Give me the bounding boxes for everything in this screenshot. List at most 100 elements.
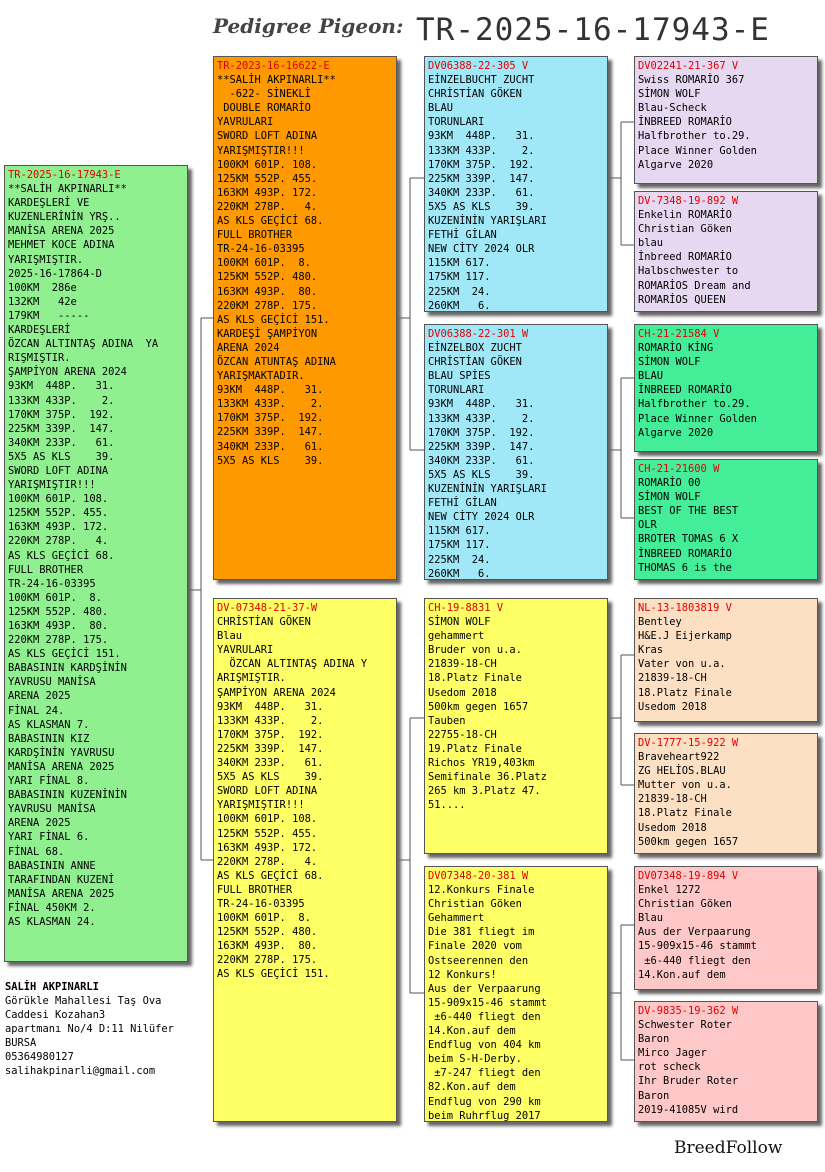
pigeon-id: NL-13-1803819 V	[638, 602, 732, 614]
note-line: CHRİSTİAN GÖKEN	[428, 88, 522, 101]
note-line: 340KM 233P. 61.	[217, 757, 324, 770]
note-line: Kras	[638, 644, 664, 657]
note-line: Braveheart922	[638, 751, 720, 764]
card-ssd: DV-7348-19-892 W Enkelin ROMARİO Christia…	[634, 191, 818, 312]
note-line: 260KM 6.	[428, 567, 491, 580]
note-line: KARDEŞİ ŞAMPİYON	[217, 327, 318, 340]
card-sire: TR-2023-16-16622-E **SALİH AKPINARLI** -…	[213, 56, 397, 580]
note-line: 125KM 552P. 455.	[217, 827, 318, 840]
note-line: FULL BROTHER	[217, 229, 293, 242]
note-line: MANİSA ARENA 2025	[8, 225, 115, 238]
note-line: RIŞMIŞTIR.	[8, 352, 71, 365]
note-line: 5X5 AS KLS 39.	[8, 450, 115, 463]
pigeon-notes: Enkel 1272 Christian Göken Blau Aus der Ver…	[638, 883, 814, 982]
note-line: KUZENİNİN YARIŞLARI	[428, 483, 547, 496]
note-line: EİNZELBOX ZUCHT	[428, 342, 522, 355]
note-line: 21839-18-CH	[638, 672, 707, 685]
note-line: FİNAL 68.	[8, 845, 65, 858]
note-line: 22755-18-CH	[428, 728, 497, 741]
card-sdd: CH-21-21600 W ROMARİO 00 SİMON WOLF BEST O…	[634, 459, 818, 580]
note-line: 220KM 278P. 175.	[217, 299, 318, 312]
note-line: 500km gegen 1657	[638, 835, 739, 848]
note-line: 175KM 117.	[428, 539, 491, 552]
brand-logo-text: BreedFollow	[674, 1138, 783, 1158]
note-line: Bruder von u.a.	[428, 644, 522, 657]
note-line: YAVRULARI	[217, 644, 274, 657]
note-line: TORUNLARI	[428, 384, 485, 397]
note-line: gehammert	[428, 630, 485, 643]
note-line: 21839-18-CH	[638, 793, 707, 806]
pigeon-id: CH-19-8831 V	[428, 602, 504, 614]
pigeon-id: TR-2023-16-16622-E	[217, 60, 330, 72]
note-line: İNBREED ROMARİO	[638, 116, 732, 129]
note-line: 21839-18-CH	[428, 658, 497, 671]
note-line: KUZENLERİNİN YRŞ..	[8, 211, 121, 224]
note-line: beim Ruhrflug 2017	[428, 1109, 541, 1122]
note-line: BABASININ KARDŞİNİN	[8, 662, 127, 675]
note-line: KARDEŞLERİ	[8, 324, 71, 337]
note-line: Ostseerennen den	[428, 954, 529, 967]
note-line: 100KM 601P. 108.	[217, 158, 318, 171]
note-line: 18.Platz Finale	[638, 807, 732, 820]
note-line: Aus der Verpaarung	[428, 982, 541, 995]
note-line: YARI FİNAL 8.	[8, 775, 90, 788]
note-line: 82.Kon.auf dem	[428, 1081, 516, 1094]
note-line: AS KLASMAN 7.	[8, 718, 90, 731]
note-line: Place Winner Golden	[638, 412, 757, 425]
note-line: ÖZCAN ATUNTAŞ ADINA	[217, 355, 336, 368]
note-line: YARIŞMAKTADIR.	[217, 370, 305, 383]
note-line: 5X5 AS KLS 39.	[217, 454, 324, 467]
note-line: TARAFINDAN KUZENİ	[8, 873, 115, 886]
note-line: Swiss ROMARİO 367	[638, 74, 745, 87]
card-dam: DV-07348-21-37-W CHRİSTİAN GÖKEN Blau YAVR…	[213, 598, 397, 1122]
note-line: 133KM 433P. 2.	[428, 412, 535, 425]
note-line: 100KM 601P. 8.	[217, 257, 311, 270]
note-line: Blau	[217, 630, 243, 643]
note-line: AS KLS GEÇİCİ 68.	[217, 215, 324, 228]
note-line: 2025-16-17864-D	[8, 267, 102, 280]
note-line: 132KM 42e	[8, 295, 77, 308]
note-line: 125KM 552P. 455.	[8, 507, 109, 520]
note-line: DOUBLE ROMARİO	[217, 102, 311, 115]
note-line: İnbreed ROMARİO	[638, 251, 732, 264]
note-line: FİNAL 450KM 2.	[8, 901, 96, 914]
note-line: SİMON WOLF	[638, 88, 701, 101]
note-line: THOMAS 6 is the	[638, 561, 732, 574]
note-line: 115KM 617.	[428, 525, 491, 538]
note-line: ARENA 2024	[217, 341, 280, 354]
card-subject: TR-2025-16-17943-E **SALİH AKPINARLI** KA…	[4, 165, 188, 962]
note-line: Halfbrother to.29.	[638, 130, 751, 143]
note-line: FULL BROTHER	[8, 563, 84, 576]
note-line: ÖZCAN ALTINTAŞ ADINA YA	[8, 338, 159, 351]
note-line: BABASININ KUZENİNİN	[8, 789, 127, 802]
note-line: 18.Platz Finale	[638, 686, 732, 699]
note-line: TR-24-16-03395	[217, 897, 305, 910]
note-line: EİNZELBUCHT ZUCHT	[428, 74, 535, 87]
pigeon-id: TR-2025-16-17943-E	[8, 169, 121, 181]
note-line: Mutter von u.a.	[638, 779, 732, 792]
note-line: Usedom 2018	[428, 686, 497, 699]
note-line: 133KM 433P. 2.	[217, 398, 324, 411]
note-line: Tauben	[428, 714, 466, 727]
note-line: Blau-Scheck	[638, 102, 707, 115]
card-sds: CH-21-21584 V ROMARİO KİNG SİMON WOLF BLAU…	[634, 324, 818, 452]
note-line: Christian Göken	[428, 898, 522, 911]
note-line: 100KM 601P. 108.	[217, 813, 318, 826]
card-dam-sire: CH-19-8831 V SİMON WOLF gehammert Bruder v…	[424, 598, 608, 854]
note-line: 340KM 233P. 61.	[217, 440, 324, 453]
note-line: BEST OF THE BEST	[638, 505, 739, 518]
note-line: İNBREED ROMARİO	[638, 547, 732, 560]
note-line: 340KM 233P. 61.	[428, 186, 535, 199]
note-line: 93KM 448P. 31.	[8, 380, 115, 393]
note-line: 163KM 493P. 80.	[217, 285, 318, 298]
note-line: 15-909x15-46 stammt	[428, 996, 547, 1009]
note-line: Algarve 2020	[638, 426, 714, 439]
owner-info: SALİH AKPINARLI Görükle Mahallesi Taş Ov…	[5, 980, 174, 1078]
pigeon-notes: **SALİH AKPINARLI** -622- SİNEKLİ DOUBLE…	[217, 73, 393, 468]
note-line: FULL BROTHER	[217, 883, 293, 896]
card-sire-dam: DV06388-22-301 W EİNZELBOX ZUCHT CHRİSTİA…	[424, 324, 608, 580]
note-line: YAVRULARI	[217, 116, 274, 129]
note-line: Mirco Jager	[638, 1047, 707, 1060]
note-line: AS KLASMAN 24.	[8, 915, 96, 928]
note-line: **SALİH AKPINARLI**	[217, 74, 336, 87]
